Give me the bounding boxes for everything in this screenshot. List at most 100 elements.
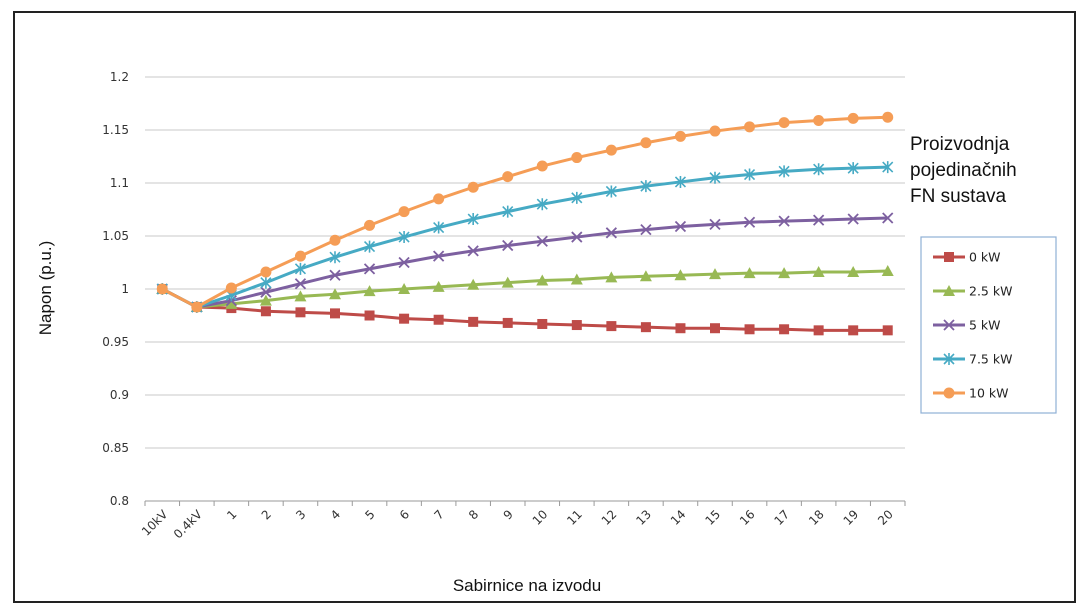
legend: 0 kW 2.5 kW 5 kW 7.5 kW 10 kW xyxy=(920,236,1057,414)
data-point xyxy=(847,266,860,278)
series-2-5-kw xyxy=(156,264,894,313)
data-point xyxy=(812,214,825,226)
data-point xyxy=(605,185,617,198)
x-tick-label: 15 xyxy=(702,507,723,528)
data-point xyxy=(398,256,410,269)
data-point xyxy=(779,324,790,335)
data-point xyxy=(259,294,272,306)
data-point xyxy=(329,269,341,281)
data-point xyxy=(640,137,652,149)
x-tick-label: 10 xyxy=(530,507,551,528)
data-point xyxy=(364,310,375,321)
annotation-line-2: pojedinačnih xyxy=(910,160,1017,181)
legend-item: 7.5 kW xyxy=(933,352,1012,367)
legend-label: 0 kW xyxy=(969,250,1001,265)
data-point xyxy=(330,308,340,319)
data-point xyxy=(433,193,445,205)
data-point xyxy=(709,218,721,230)
data-point xyxy=(640,322,651,333)
data-point xyxy=(536,198,548,211)
data-point xyxy=(571,231,583,243)
data-point xyxy=(882,212,894,224)
data-point xyxy=(847,112,859,124)
data-point xyxy=(605,227,618,239)
x-tick-label: 13 xyxy=(633,507,654,528)
data-point xyxy=(943,353,955,365)
data-point xyxy=(502,205,514,218)
data-point xyxy=(467,245,479,257)
data-point xyxy=(399,313,410,324)
data-point xyxy=(363,285,376,297)
data-point xyxy=(295,307,306,318)
x-axis-title: Sabirnice na izvodu xyxy=(453,576,601,595)
data-point xyxy=(848,325,859,336)
data-point xyxy=(260,306,271,317)
data-point xyxy=(944,252,954,262)
data-point xyxy=(225,297,238,309)
x-tick-label: 6 xyxy=(397,507,412,522)
data-point xyxy=(813,325,824,336)
x-tick-label: 9 xyxy=(501,507,516,522)
data-point xyxy=(191,301,203,313)
data-point xyxy=(744,324,755,335)
x-tick-label: 3 xyxy=(293,507,308,522)
data-point xyxy=(536,274,549,286)
series-line xyxy=(161,287,888,332)
data-point xyxy=(606,321,617,332)
data-point xyxy=(225,282,237,294)
data-point xyxy=(467,278,480,290)
data-point xyxy=(709,171,721,184)
legend-item: 2.5 kW xyxy=(933,284,1012,299)
data-point xyxy=(398,231,410,244)
series-line xyxy=(161,115,888,309)
data-point xyxy=(294,250,306,262)
x-tick-label: 2 xyxy=(259,507,274,522)
series-7-5-kw xyxy=(156,161,894,314)
data-point xyxy=(536,160,548,172)
data-point xyxy=(329,251,341,264)
data-point xyxy=(537,318,548,329)
data-point xyxy=(363,240,376,253)
y-tick-label: 0.9 xyxy=(110,388,129,402)
data-point xyxy=(260,286,272,298)
data-point xyxy=(502,171,514,183)
data-point xyxy=(778,165,790,178)
x-tick-label: 16 xyxy=(737,507,758,528)
data-point xyxy=(882,111,894,123)
data-point xyxy=(675,323,686,334)
legend-item: 10 kW xyxy=(933,386,1008,401)
legend-label: 10 kW xyxy=(969,386,1008,401)
data-point xyxy=(571,152,583,164)
data-point xyxy=(432,280,445,292)
data-point xyxy=(943,387,955,399)
x-tick-label: 17 xyxy=(772,507,793,528)
data-point xyxy=(813,114,825,126)
legend-item: 5 kW xyxy=(933,318,1001,333)
data-point xyxy=(640,180,652,193)
data-point xyxy=(502,317,513,328)
data-point xyxy=(943,319,955,331)
y-tick-label: 1.05 xyxy=(102,229,129,243)
x-tick-label: 0.4kV xyxy=(171,507,206,542)
data-point xyxy=(640,224,652,236)
x-tick-label: 10kV xyxy=(139,507,171,539)
data-point xyxy=(571,191,583,204)
data-point xyxy=(709,268,721,280)
data-point xyxy=(813,163,825,176)
series-10-kw xyxy=(156,111,894,313)
data-point xyxy=(363,263,376,275)
y-axis-title: Napon (p.u.) xyxy=(36,241,55,336)
y-tick-label: 0.95 xyxy=(102,335,129,349)
data-point xyxy=(743,168,756,181)
series-line xyxy=(161,269,888,309)
data-point xyxy=(156,283,168,295)
data-point xyxy=(882,161,894,174)
data-point xyxy=(812,266,825,278)
series-line xyxy=(161,165,888,309)
data-point xyxy=(847,213,859,225)
x-tick-label: 8 xyxy=(466,507,481,522)
x-tick-label: 1 xyxy=(224,507,239,522)
y-tick-label: 1 xyxy=(121,282,129,296)
data-point xyxy=(778,267,791,279)
